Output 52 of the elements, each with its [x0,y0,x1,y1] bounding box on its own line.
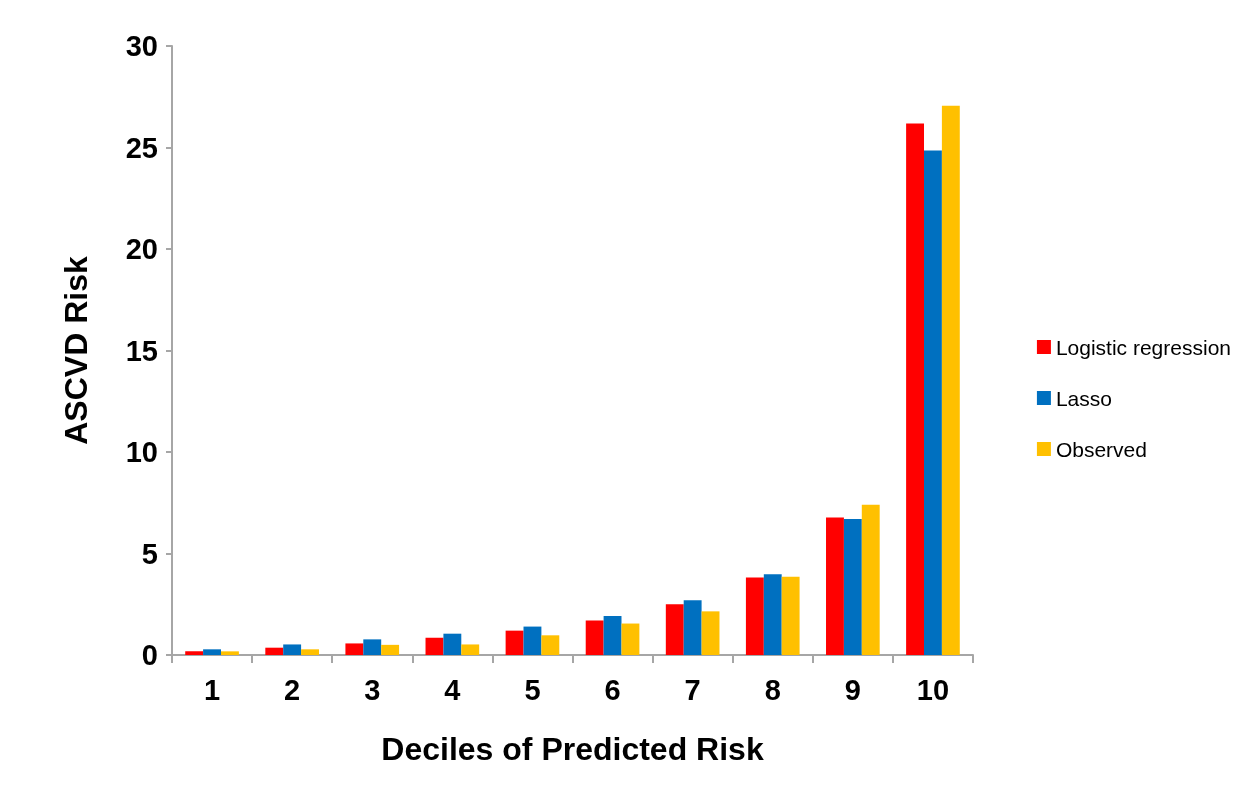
bar [763,574,782,655]
bar [924,150,942,655]
bar [665,604,684,655]
bar [621,623,640,655]
x-tick-label: 4 [444,673,461,706]
bar [461,644,480,655]
bar [443,633,462,655]
x-tick-label: 2 [284,673,301,706]
bar [826,517,844,655]
bar [283,644,302,655]
x-axis-title: Deciles of Predicted Risk [381,731,764,767]
y-axis-title: ASCVD Risk [58,256,94,445]
x-tick-label: 5 [524,673,541,706]
bar [220,651,239,655]
y-tick-label: 10 [125,436,158,468]
bar [683,600,702,655]
bar [381,644,400,655]
bar [265,647,284,655]
legend-label: Observed [1055,437,1147,461]
bar [585,620,604,655]
x-tick-label: 3 [364,673,381,706]
legend-label: Logistic regression [1055,335,1232,359]
x-tick-label: 7 [684,673,701,706]
bar [185,651,204,655]
bar [523,626,542,655]
bar [781,576,800,655]
y-tick-label: 20 [125,233,158,265]
bar [861,504,880,655]
bar [345,643,364,655]
legend-label: Lasso [1055,386,1112,410]
y-tick-label: 5 [141,537,158,570]
bar [843,518,862,655]
bar [301,649,319,655]
y-tick-label: 0 [141,639,158,671]
y-tick-label: 30 [125,30,158,62]
y-tick-label: 25 [125,131,158,164]
bar [745,577,764,655]
bar [541,635,560,655]
bar [363,639,382,655]
x-tick-label: 10 [916,673,950,706]
bar [425,637,444,655]
bar [906,123,925,655]
bar [505,630,524,655]
x-tick-label: 6 [604,673,621,706]
x-tick-label: 8 [764,673,781,706]
x-tick-label: 9 [844,673,861,706]
bar [941,105,960,655]
bar [701,611,720,655]
x-tick-label: 1 [203,673,221,706]
y-tick-label: 15 [125,334,158,367]
bar [603,616,622,655]
bar [203,649,221,655]
